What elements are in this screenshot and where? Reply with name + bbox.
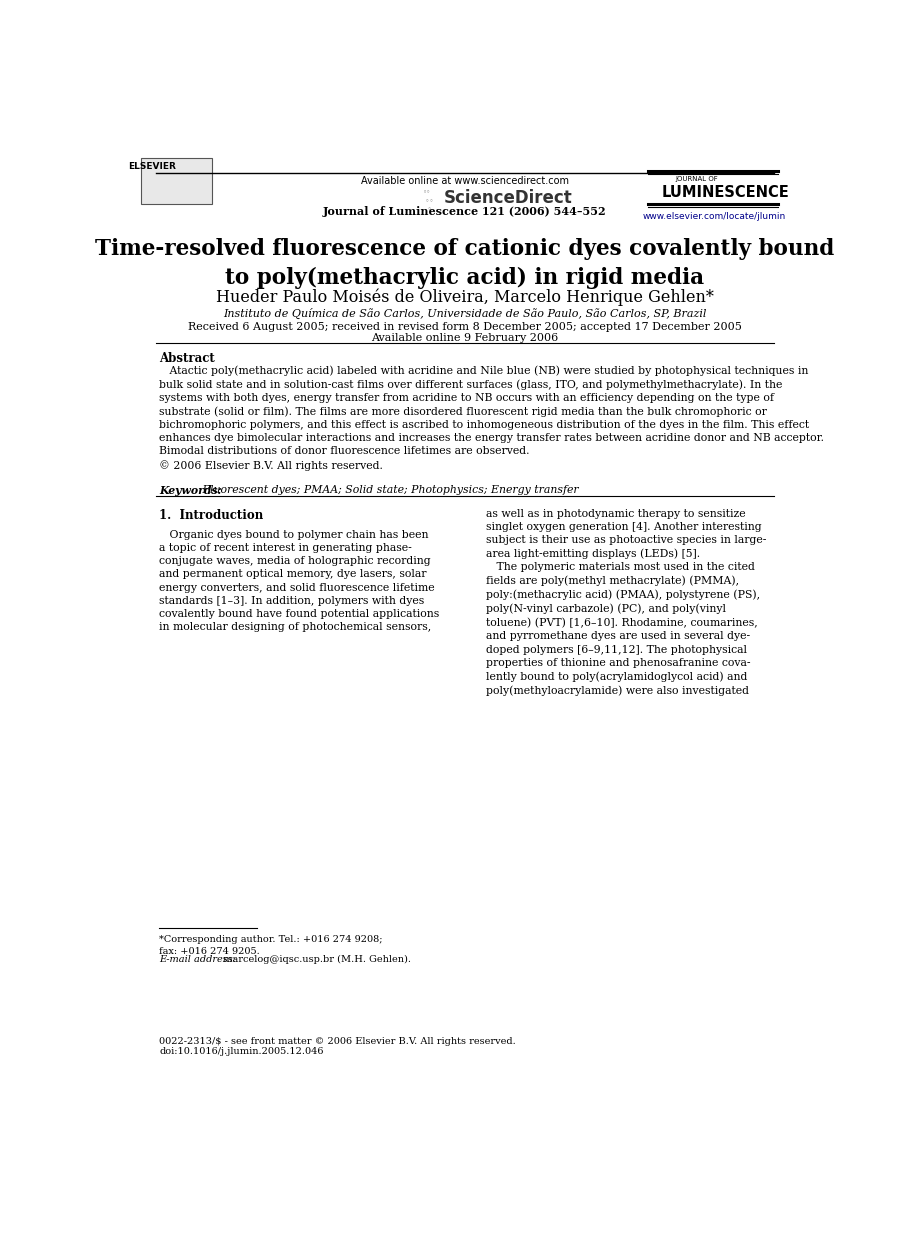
Text: as well as in photodynamic therapy to sensitize
singlet oxygen generation [4]. A: as well as in photodynamic therapy to se… [486,509,766,696]
Text: Received 6 August 2005; received in revised form 8 December 2005; accepted 17 De: Received 6 August 2005; received in revi… [188,322,742,332]
Text: marcelog@iqsc.usp.br (M.H. Gehlen).: marcelog@iqsc.usp.br (M.H. Gehlen). [219,954,411,964]
Text: *Corresponding author. Tel.: +016 274 9208;
fax: +016 274 9205.: *Corresponding author. Tel.: +016 274 92… [159,935,383,956]
Text: ELSEVIER: ELSEVIER [128,162,176,171]
Text: LUMINESCENCE: LUMINESCENCE [662,184,789,199]
Text: Time-resolved fluorescence of cationic dyes covalently bound
to poly(methacrylic: Time-resolved fluorescence of cationic d… [95,238,834,290]
Text: JOURNAL OF: JOURNAL OF [676,176,718,182]
Text: 1.  Introduction: 1. Introduction [159,509,263,522]
Text: ◦◦
 ◦◦
  ◦: ◦◦ ◦◦ ◦ [423,189,434,212]
Text: www.elsevier.com/locate/jlumin: www.elsevier.com/locate/jlumin [643,213,786,222]
Text: 0022-2313/$ - see front matter © 2006 Elsevier B.V. All rights reserved.: 0022-2313/$ - see front matter © 2006 El… [159,1037,516,1046]
Text: E-mail address:: E-mail address: [159,954,236,964]
Text: ScienceDirect: ScienceDirect [444,188,572,207]
Text: Fluorescent dyes; PMAA; Solid state; Photophysics; Energy transfer: Fluorescent dyes; PMAA; Solid state; Pho… [200,485,579,495]
Text: doi:10.1016/j.jlumin.2005.12.046: doi:10.1016/j.jlumin.2005.12.046 [159,1047,324,1056]
Text: Instituto de Química de São Carlos, Universidade de São Paulo, São Carlos, SP, B: Instituto de Química de São Carlos, Univ… [223,308,707,319]
Text: Keywords:: Keywords: [159,485,221,496]
Text: Journal of Luminescence 121 (2006) 544–552: Journal of Luminescence 121 (2006) 544–5… [323,206,607,217]
Text: Available online at www.sciencedirect.com: Available online at www.sciencedirect.co… [361,176,569,186]
Text: Hueder Paulo Moisés de Oliveira, Marcelo Henrique Gehlen*: Hueder Paulo Moisés de Oliveira, Marcelo… [216,288,714,306]
Text: Abstract: Abstract [159,352,215,365]
Bar [141,158,212,204]
Text: Available online 9 February 2006: Available online 9 February 2006 [371,333,559,343]
Text: Atactic poly(methacrylic acid) labeled with acridine and Nile blue (NB) were stu: Atactic poly(methacrylic acid) labeled w… [159,365,824,470]
Text: Organic dyes bound to polymer chain has been
a topic of recent interest in gener: Organic dyes bound to polymer chain has … [159,530,439,633]
